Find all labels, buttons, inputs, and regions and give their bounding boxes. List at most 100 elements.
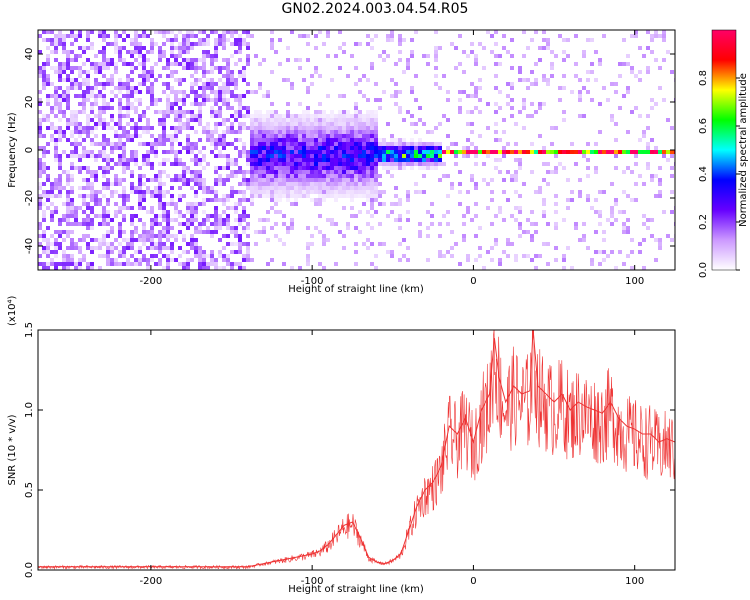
- heatmap-cell: [394, 138, 398, 142]
- heatmap-cell: [50, 182, 54, 186]
- heatmap-cell: [366, 138, 370, 142]
- heatmap-cell: [198, 158, 202, 162]
- heatmap-cell: [298, 118, 302, 122]
- heatmap-cell: [330, 126, 334, 130]
- heatmap-cell: [366, 210, 370, 214]
- heatmap-cell: [186, 170, 190, 174]
- heatmap-cell: [514, 258, 518, 262]
- heatmap-cell: [190, 214, 194, 218]
- heatmap-cell: [238, 150, 242, 154]
- heatmap-cell: [294, 58, 298, 62]
- heatmap-cell: [414, 98, 418, 102]
- heatmap-cell: [494, 238, 498, 242]
- heatmap-cell: [218, 94, 222, 98]
- heatmap-cell: [594, 166, 598, 170]
- heatmap-cell: [46, 54, 50, 58]
- heatmap-cell: [326, 238, 330, 242]
- heatmap-cell: [162, 122, 166, 126]
- heatmap-cell: [394, 166, 398, 170]
- heatmap-cell: [514, 254, 518, 258]
- heatmap-cell: [318, 130, 322, 134]
- heatmap-cell: [370, 182, 374, 186]
- heatmap-cell: [162, 42, 166, 46]
- heatmap-cell: [338, 190, 342, 194]
- heatmap-cell: [250, 34, 254, 38]
- heatmap-cell: [334, 114, 338, 118]
- heatmap-cell: [126, 78, 130, 82]
- heatmap-cell: [646, 146, 650, 150]
- heatmap-cell: [142, 198, 146, 202]
- heatmap-cell: [302, 166, 306, 170]
- heatmap-cell: [106, 262, 110, 266]
- heatmap-cell: [146, 234, 150, 238]
- heatmap-cell: [318, 162, 322, 166]
- heatmap-cell: [398, 146, 402, 150]
- heatmap-cell: [278, 142, 282, 146]
- heatmap-cell: [202, 86, 206, 90]
- y-tick-label: 1.5: [24, 322, 35, 338]
- heatmap-cell: [82, 106, 86, 110]
- heatmap-cell: [334, 162, 338, 166]
- heatmap-cell: [470, 110, 474, 114]
- heatmap-cell: [58, 102, 62, 106]
- heatmap-cell: [130, 126, 134, 130]
- heatmap-cell: [174, 70, 178, 74]
- heatmap-cell: [566, 178, 570, 182]
- heatmap-cell: [58, 182, 62, 186]
- heatmap-cell: [430, 214, 434, 218]
- heatmap-cell: [270, 158, 274, 162]
- heatmap-cell: [238, 262, 242, 266]
- heatmap-cell: [374, 254, 378, 258]
- heatmap-cell: [362, 166, 366, 170]
- heatmap-cell: [326, 30, 330, 34]
- heatmap-cell: [270, 182, 274, 186]
- heatmap-cell: [354, 242, 358, 246]
- heatmap-cell: [486, 150, 490, 154]
- heatmap-cell: [550, 74, 554, 78]
- heatmap-cell: [226, 86, 230, 90]
- heatmap-cell: [658, 66, 662, 70]
- heatmap-cell: [270, 226, 274, 230]
- heatmap-cell: [170, 42, 174, 46]
- heatmap-cell: [366, 98, 370, 102]
- heatmap-cell: [458, 202, 462, 206]
- heatmap-cell: [538, 106, 542, 110]
- heatmap-cell: [358, 174, 362, 178]
- heatmap-cell: [250, 182, 254, 186]
- heatmap-cell: [70, 130, 74, 134]
- heatmap-cell: [54, 178, 58, 182]
- heatmap-cell: [398, 158, 402, 162]
- heatmap-cell: [182, 174, 186, 178]
- heatmap-cell: [474, 146, 478, 150]
- heatmap-cell: [474, 258, 478, 262]
- heatmap-cell: [426, 226, 430, 230]
- heatmap-cell: [158, 214, 162, 218]
- heatmap-cell: [94, 114, 98, 118]
- heatmap-cell: [118, 230, 122, 234]
- heatmap-cell: [274, 178, 278, 182]
- heatmap-cell: [282, 150, 286, 154]
- heatmap-cell: [258, 178, 262, 182]
- heatmap-cell: [98, 114, 102, 118]
- heatmap-cell: [186, 210, 190, 214]
- heatmap-cell: [274, 130, 278, 134]
- heatmap-cell: [70, 242, 74, 246]
- heatmap-cell: [154, 178, 158, 182]
- heatmap-cell: [126, 110, 130, 114]
- heatmap-cell: [214, 54, 218, 58]
- heatmap-cell: [406, 246, 410, 250]
- heatmap-cell: [38, 90, 42, 94]
- heatmap-cell: [286, 186, 290, 190]
- heatmap-cell: [146, 130, 150, 134]
- heatmap-cell: [54, 66, 58, 70]
- heatmap-cell: [330, 194, 334, 198]
- heatmap-cell: [398, 142, 402, 146]
- heatmap-cell: [114, 182, 118, 186]
- heatmap-cell: [326, 138, 330, 142]
- heatmap-cell: [70, 42, 74, 46]
- heatmap-cell: [90, 210, 94, 214]
- heatmap-cell: [110, 126, 114, 130]
- heatmap-cell: [90, 42, 94, 46]
- heatmap-cell: [318, 214, 322, 218]
- heatmap-cell: [38, 74, 42, 78]
